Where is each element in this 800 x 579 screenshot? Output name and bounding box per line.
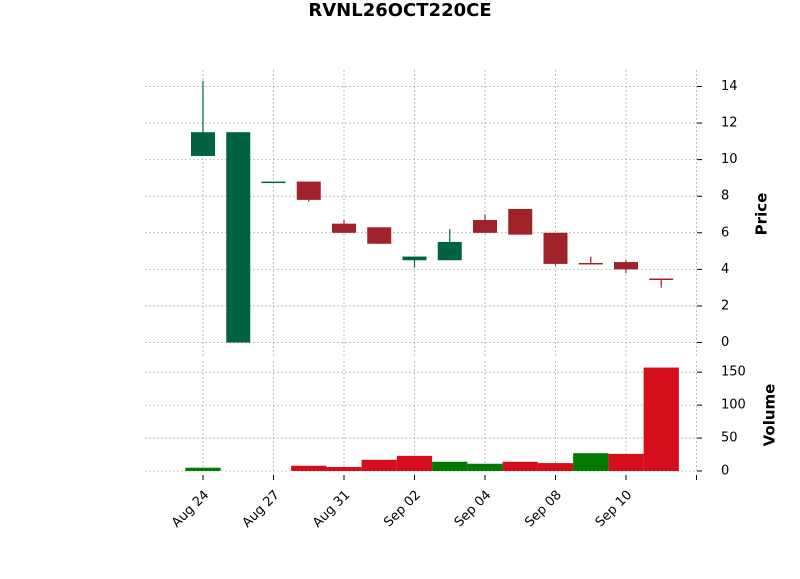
candle-body [367,227,392,244]
volume-bar [361,459,397,471]
candle-body [508,209,533,235]
price-axis-label: Price [753,193,771,236]
volume-bar [467,463,503,471]
volume-bar [573,453,609,471]
y-tick-label: 10 [721,152,738,167]
volume-bar [608,453,644,471]
candle-body [614,262,638,270]
candle-body [437,241,462,261]
volume-axis-label: Volume [761,384,779,447]
volume-bar [432,461,468,471]
volume-bar [643,367,679,471]
candle-body [226,132,251,343]
x-tick-label: Aug 24 [169,488,212,531]
y-tick-label: 2 [721,298,729,313]
volume-bar [291,465,327,471]
y-tick-label: 8 [721,189,729,204]
y-tick-label: 14 [721,79,738,94]
volume-bar [396,455,433,471]
x-tick-label: Sep 04 [452,488,495,531]
x-tick-label: Sep 10 [593,488,636,531]
candle-body [402,256,427,261]
x-tick-label: Aug 27 [240,488,283,531]
y-tick-label: 4 [721,262,729,277]
candle-body [261,181,286,184]
candle-body [296,181,321,200]
volume-bar [326,467,362,471]
y2-tick-label: 0 [721,464,729,479]
candle-body [332,223,356,233]
chart-title: RVNL26OCT220CE [308,0,491,21]
y-tick-label: 12 [721,116,738,131]
x-tick-label: Aug 31 [310,488,353,531]
y-tick-label: 0 [721,335,729,350]
candle-body [543,232,568,264]
x-tick-label: Sep 08 [522,488,565,531]
volume-bar [185,467,221,471]
y2-tick-label: 50 [721,431,738,446]
y2-tick-label: 150 [721,365,746,380]
y-tick-label: 6 [721,225,729,240]
candle-body [578,262,603,265]
candle-body [191,132,215,156]
candle-body [473,219,497,233]
x-tick-label: Sep 02 [381,488,424,531]
y2-tick-label: 100 [721,398,746,413]
candle-body [649,278,674,281]
volume-bar [537,463,574,471]
volume-bar [502,461,538,471]
